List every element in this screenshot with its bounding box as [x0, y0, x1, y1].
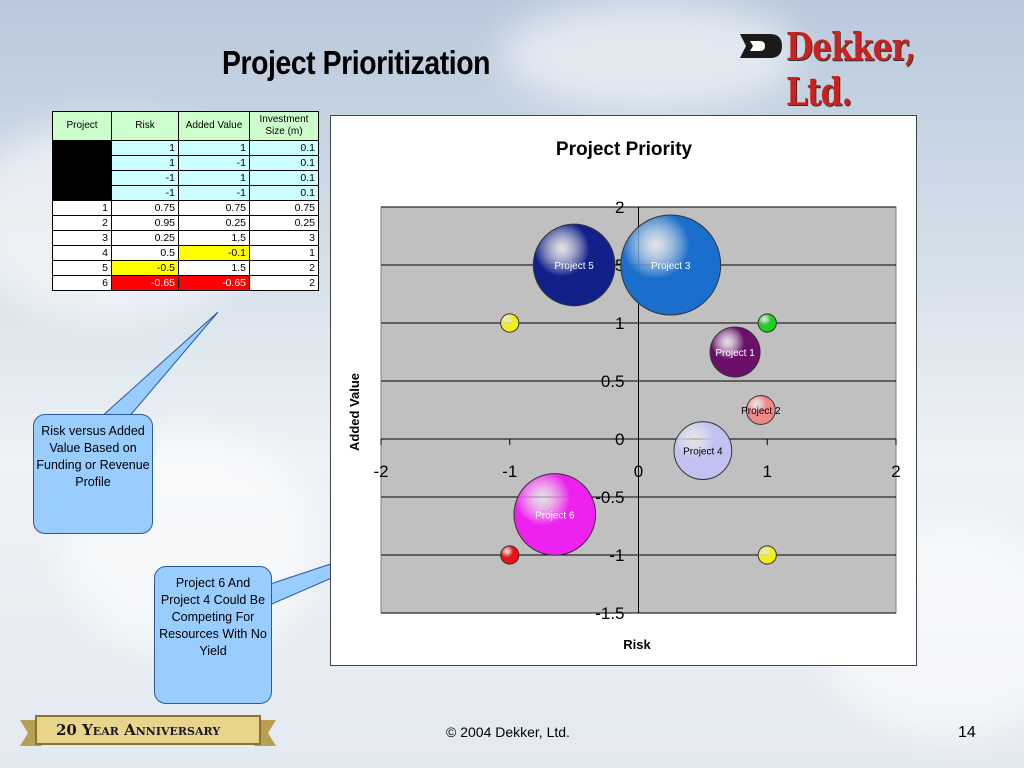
y-tick-label: 2 [615, 198, 624, 217]
table-header-row: Project Risk Added Value Investment Size… [52, 111, 319, 141]
bubble-point [709, 326, 761, 378]
cell-risk: -0.65 [111, 275, 179, 291]
cell-investment-size: 2 [249, 275, 319, 291]
y-tick-label: 1 [615, 314, 624, 333]
cell-investment-size: 3 [249, 230, 319, 246]
cell-added-value: 1 [178, 170, 250, 186]
cell-risk: 0.5 [111, 245, 179, 261]
table-row: 2 0.95 0.25 0.25 [52, 215, 319, 231]
cell-investment-size: 1 [249, 245, 319, 261]
cell-investment-size: 0.75 [249, 200, 319, 216]
ribbon-icon [20, 715, 276, 746]
bubble-point [532, 223, 616, 307]
cell-project [52, 140, 112, 156]
bubble-point [513, 473, 597, 556]
y-tick-label: -1 [609, 546, 624, 565]
cell-project: 6 [52, 275, 112, 291]
y-tick-label: -0.5 [595, 488, 624, 507]
x-tick-label: 1 [763, 462, 772, 481]
y-tick-label: 0.5 [601, 372, 625, 391]
cell-investment-size: 2 [249, 260, 319, 276]
cell-added-value: 1 [178, 140, 250, 156]
callout-competing-projects: Project 6 And Project 4 Could Be Competi… [154, 566, 272, 704]
cell-added-value: 1.5 [178, 230, 250, 246]
cell-added-value: 0.25 [178, 215, 250, 231]
x-tick-label: -1 [502, 462, 517, 481]
logo-mark-icon [740, 34, 782, 58]
cell-project: 2 [52, 215, 112, 231]
bubble-label: Project 4 [683, 447, 723, 458]
x-tick-label: 2 [891, 462, 900, 481]
bubble-point [745, 395, 776, 425]
chart-title: Project Priority [556, 139, 693, 160]
cell-project: 5 [52, 260, 112, 276]
badge-text: 20 Year Anniversary [56, 721, 221, 739]
cell-risk: -1 [111, 170, 179, 186]
table-row: 1 1 0.1 [52, 140, 319, 156]
header-added-value: Added Value [178, 111, 250, 141]
cell-project: 3 [52, 230, 112, 246]
cell-added-value: 1.5 [178, 260, 250, 276]
header-project: Project [52, 111, 112, 141]
cell-added-value: -0.1 [178, 245, 250, 261]
bubble-point [673, 421, 733, 480]
table-row: -1 -1 0.1 [52, 185, 319, 201]
cell-project [52, 170, 112, 186]
cell-risk: 0.75 [111, 200, 179, 216]
bubble-point [757, 545, 777, 565]
bubble-point [620, 214, 722, 316]
cell-investment-size: 0.25 [249, 215, 319, 231]
anniversary-badge: 20 Year Anniversary [20, 712, 276, 752]
cell-project: 1 [52, 200, 112, 216]
y-tick-label: -1.5 [595, 604, 624, 623]
bubble-label: Project 6 [535, 510, 575, 521]
cell-risk: 0.25 [111, 230, 179, 246]
x-tick-label: -2 [373, 462, 388, 481]
cell-added-value: 0.75 [178, 200, 250, 216]
bubble-label: Project 1 [715, 348, 755, 359]
x-tick-label: 0 [634, 462, 643, 481]
table-row: -1 1 0.1 [52, 170, 319, 186]
cell-risk: 1 [111, 140, 179, 156]
table-row: 4 0.5 -0.1 1 [52, 245, 319, 261]
bubble-point [500, 545, 520, 565]
bubble-point [500, 313, 520, 333]
footer-copyright: © 2004 Dekker, Ltd. [446, 724, 570, 740]
cell-risk: -1 [111, 185, 179, 201]
cell-project [52, 155, 112, 171]
cell-investment-size: 0.1 [249, 140, 319, 156]
bubble-label: Project 5 [554, 261, 594, 272]
x-axis-title: Risk [623, 637, 651, 652]
bubble-point [757, 313, 777, 333]
cell-added-value: -0.65 [178, 275, 250, 291]
cell-risk: 1 [111, 155, 179, 171]
cell-added-value: -1 [178, 155, 250, 171]
cell-added-value: -1 [178, 185, 250, 201]
cell-risk: -0.5 [111, 260, 179, 276]
cell-investment-size: 0.1 [249, 170, 319, 186]
project-table: Project Risk Added Value Investment Size… [52, 111, 319, 291]
table-row: 3 0.25 1.5 3 [52, 230, 319, 246]
bubble-label: Project 2 [741, 406, 781, 417]
table-row: 6 -0.65 -0.65 2 [52, 275, 319, 291]
cell-investment-size: 0.1 [249, 155, 319, 171]
company-logo: Dekker, Ltd. [736, 24, 998, 114]
cell-risk: 0.95 [111, 215, 179, 231]
logo-text: Dekker, Ltd. [786, 24, 916, 114]
header-risk: Risk [111, 111, 179, 141]
table-row: 1 0.75 0.75 0.75 [52, 200, 319, 216]
y-axis-title: Added Value [347, 373, 362, 451]
cell-project [52, 185, 112, 201]
bubble-label: Project 3 [651, 261, 691, 272]
table-row: 5 -0.5 1.5 2 [52, 260, 319, 276]
page-number: 14 [958, 724, 976, 741]
cell-project: 4 [52, 245, 112, 261]
cell-investment-size: 0.1 [249, 185, 319, 201]
callout-risk-vs-value: Risk versus Added Value Based on Funding… [33, 414, 153, 534]
slide-title: Project Prioritization [222, 44, 491, 81]
table-row: 1 -1 0.1 [52, 155, 319, 171]
header-investment-size: Investment Size (m) [249, 111, 319, 141]
